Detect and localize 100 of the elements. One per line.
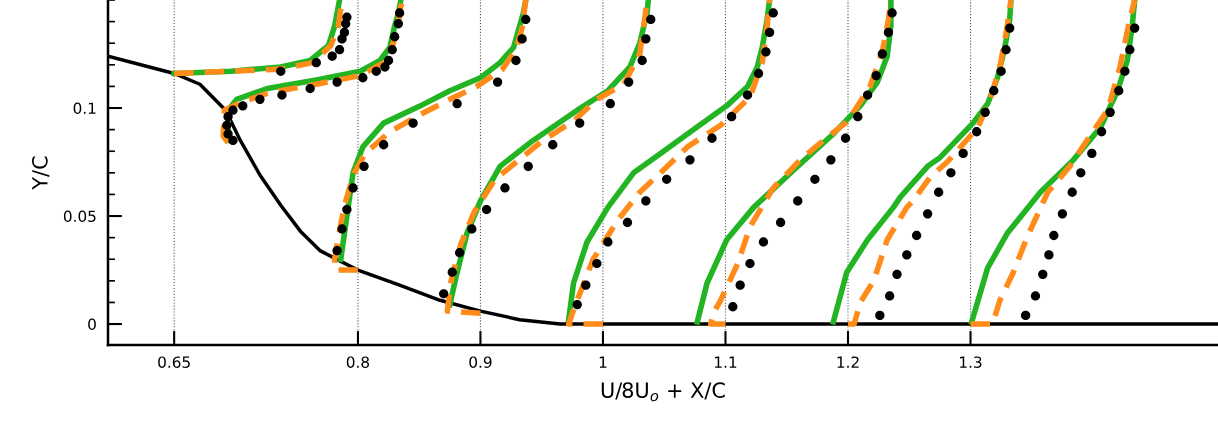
point [922, 209, 933, 219]
point [1125, 45, 1135, 55]
point [840, 133, 851, 143]
point [521, 14, 531, 25]
point [971, 127, 982, 137]
point [761, 47, 771, 57]
point [408, 118, 418, 128]
point [1076, 168, 1086, 178]
point [641, 196, 651, 206]
point [454, 248, 465, 258]
point [742, 90, 753, 100]
point [862, 90, 873, 100]
point [1120, 66, 1130, 76]
point [358, 73, 368, 83]
y-tick-label: 0.1 [73, 102, 96, 115]
x-tick-label: 1 [599, 356, 607, 368]
point [276, 66, 286, 76]
point [332, 77, 342, 87]
point [1057, 209, 1068, 219]
point [517, 34, 527, 44]
point [222, 120, 232, 130]
point [622, 217, 633, 228]
point [393, 19, 404, 29]
point [332, 245, 342, 256]
point [1044, 250, 1054, 260]
point [383, 55, 394, 66]
point [492, 77, 503, 87]
x-tick-label: 1.3 [960, 356, 982, 368]
point [887, 8, 897, 18]
point [339, 27, 350, 38]
point [793, 196, 803, 206]
point [728, 302, 738, 312]
point [1020, 310, 1031, 321]
point [379, 140, 389, 150]
point [342, 204, 352, 215]
y-tick-label: 0.05 [63, 210, 96, 223]
point [327, 51, 337, 61]
point [764, 27, 775, 38]
point [1096, 127, 1107, 137]
point [481, 204, 492, 215]
x-tick-label: 0.8 [346, 356, 370, 368]
point [768, 8, 778, 18]
point [603, 237, 613, 247]
x-tick-label: 0.9 [469, 356, 492, 368]
point [753, 68, 764, 79]
point [394, 8, 405, 18]
point [996, 66, 1006, 76]
point [575, 118, 585, 128]
point [826, 155, 836, 165]
point [934, 187, 944, 197]
point [871, 70, 881, 81]
point [1114, 86, 1124, 96]
point [745, 258, 755, 269]
point [624, 77, 634, 87]
point [228, 135, 238, 146]
y-tick-label: 0 [88, 318, 96, 331]
point [1105, 107, 1115, 117]
point [452, 99, 462, 109]
point [641, 34, 651, 44]
point [523, 161, 533, 171]
point [223, 129, 233, 139]
point [1087, 148, 1097, 159]
point [958, 148, 968, 159]
x-tick-label: 1.1 [715, 356, 737, 368]
point [853, 112, 863, 122]
point [810, 174, 820, 184]
point [467, 224, 477, 234]
point [980, 107, 990, 117]
point [707, 133, 717, 143]
x-axis-title: U/8U$_{o}$ + X/C [601, 382, 725, 402]
point [735, 280, 745, 290]
point [662, 174, 672, 184]
point [1005, 23, 1015, 33]
point [572, 299, 582, 310]
point [892, 269, 902, 280]
point [255, 94, 265, 105]
point [726, 112, 737, 122]
point [989, 86, 999, 96]
point [592, 258, 602, 269]
point [342, 12, 352, 22]
point [758, 237, 769, 247]
point [439, 289, 449, 299]
point [447, 267, 457, 277]
point [685, 155, 695, 165]
point [238, 101, 248, 111]
point [1030, 291, 1041, 301]
point [511, 55, 521, 66]
point [348, 183, 358, 193]
point [885, 291, 895, 301]
point [605, 99, 615, 109]
point [1130, 23, 1140, 33]
point [311, 57, 321, 68]
point [946, 168, 956, 178]
point [1049, 230, 1059, 241]
point [387, 45, 397, 55]
x-tick-label: 1.2 [837, 356, 859, 368]
point [1001, 45, 1011, 55]
point [337, 224, 347, 234]
point [371, 66, 381, 76]
point [775, 217, 786, 228]
